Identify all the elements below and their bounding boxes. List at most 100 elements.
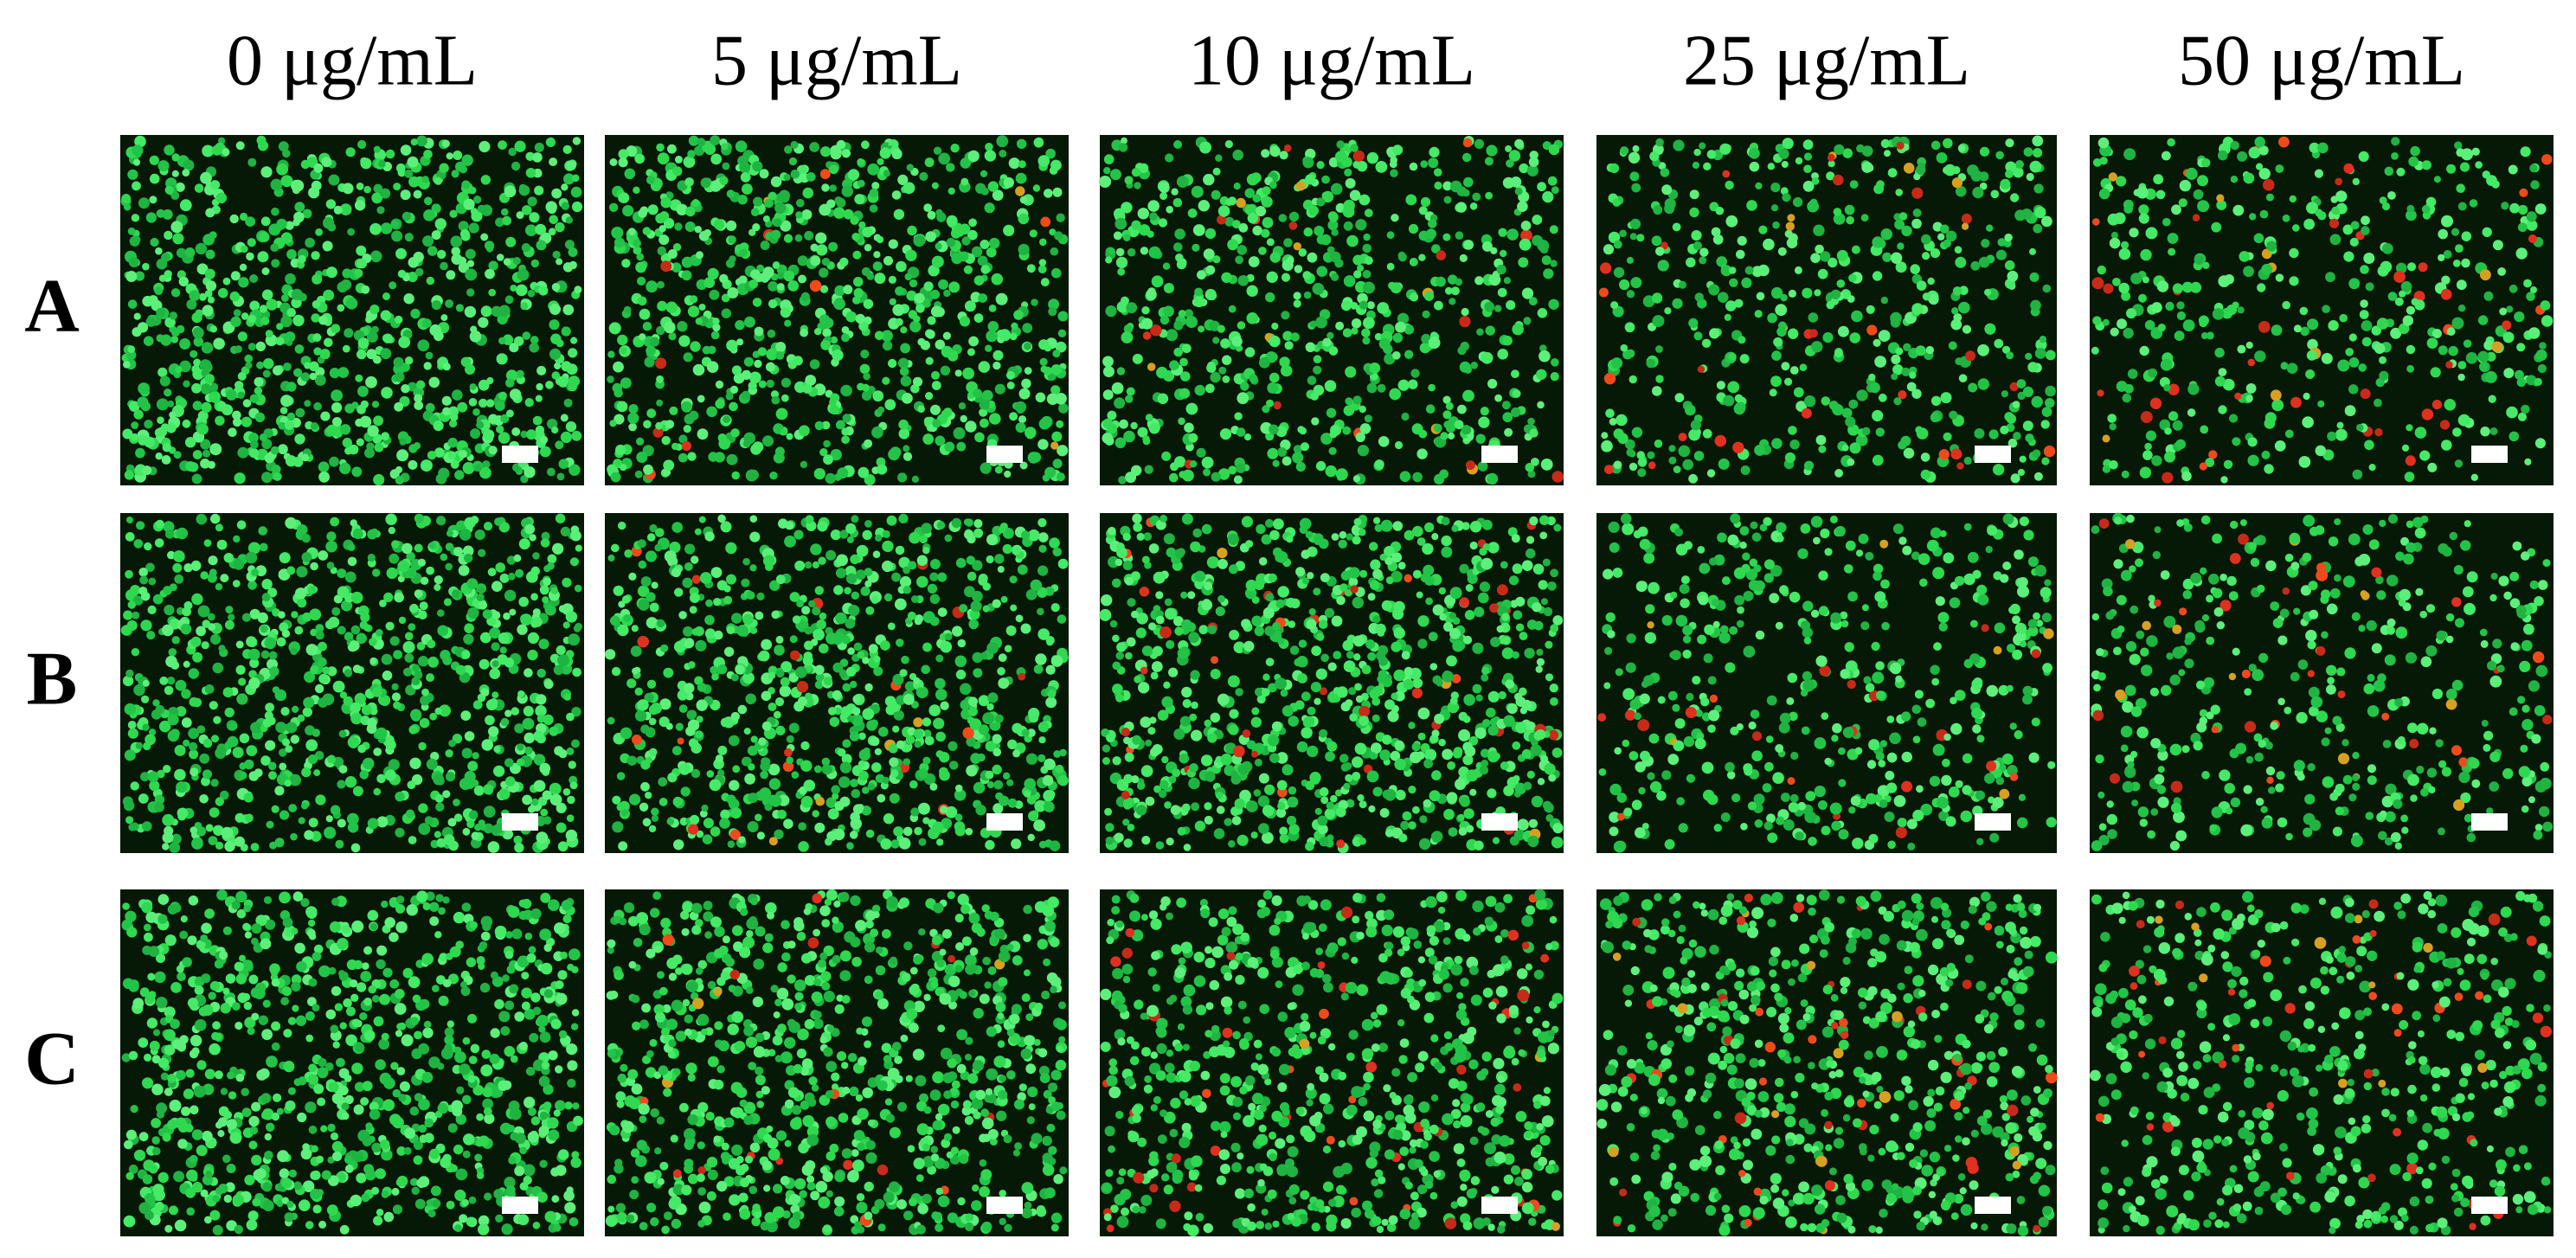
cell <box>1436 276 1446 287</box>
cell <box>1977 343 1989 356</box>
cell <box>1293 445 1302 454</box>
cell <box>2421 408 2434 420</box>
cell <box>2534 203 2547 215</box>
cell <box>2441 215 2453 228</box>
cell <box>999 150 1007 157</box>
cell <box>649 748 658 757</box>
cell <box>655 421 663 430</box>
cell <box>667 144 677 154</box>
micrograph <box>120 135 584 486</box>
cell <box>2406 204 2415 213</box>
cell <box>783 173 791 181</box>
cell <box>562 788 571 796</box>
cell <box>415 267 424 277</box>
cell <box>471 779 479 787</box>
cell <box>1163 283 1174 293</box>
cell <box>1903 447 1915 459</box>
cell <box>1708 284 1720 296</box>
cell <box>1828 257 1838 268</box>
cell <box>230 316 241 327</box>
cell <box>2430 367 2441 378</box>
cell <box>1038 259 1047 266</box>
cell <box>371 325 379 334</box>
cell <box>691 555 699 564</box>
cell <box>2139 466 2152 478</box>
cell <box>964 300 976 312</box>
cell <box>567 795 575 805</box>
cell <box>170 728 180 739</box>
cell <box>2457 361 2467 369</box>
cell <box>380 348 392 360</box>
micrograph <box>120 513 584 853</box>
cell <box>421 688 429 696</box>
cell <box>174 744 186 756</box>
cell <box>657 300 667 311</box>
cell <box>235 640 244 649</box>
cell <box>744 316 755 328</box>
cell <box>359 770 369 780</box>
cell <box>636 253 645 261</box>
cell <box>1431 244 1441 254</box>
cell <box>1217 324 1225 333</box>
cell <box>2360 265 2369 274</box>
cell <box>1719 143 1731 155</box>
cell <box>205 280 217 292</box>
cell <box>254 387 263 395</box>
cell <box>1613 460 1622 470</box>
cell <box>207 613 215 621</box>
cell <box>1343 275 1356 287</box>
cell <box>293 211 305 223</box>
cell <box>726 453 738 465</box>
cell <box>162 813 175 826</box>
cell <box>1629 233 1637 241</box>
cell <box>762 266 774 279</box>
cell <box>719 176 729 185</box>
cell <box>1965 350 1976 362</box>
cell <box>2031 395 2043 408</box>
cell <box>1265 432 1275 441</box>
cell <box>339 203 352 216</box>
cell <box>236 693 248 705</box>
cell <box>359 620 368 630</box>
cell <box>329 456 339 467</box>
cell <box>1366 151 1379 164</box>
cell <box>352 786 363 797</box>
cell <box>1148 422 1160 434</box>
cell <box>1664 198 1676 210</box>
cell <box>488 726 499 737</box>
cell <box>1244 188 1256 198</box>
cell <box>2463 339 2472 349</box>
cell <box>294 202 305 213</box>
cell <box>251 568 260 576</box>
cell <box>967 150 980 163</box>
cell <box>503 612 511 620</box>
cell <box>789 635 798 644</box>
cell <box>2144 442 2152 451</box>
cell <box>2299 306 2309 316</box>
cell <box>325 815 333 823</box>
cell <box>527 649 538 661</box>
cell <box>352 528 363 540</box>
cell <box>2461 258 2470 268</box>
cell <box>1020 623 1031 634</box>
cell <box>1770 375 1782 388</box>
cell <box>1449 298 1456 305</box>
cell <box>850 779 858 787</box>
cell <box>1211 189 1221 200</box>
cell <box>1185 402 1198 415</box>
cell <box>1140 318 1153 330</box>
cell <box>1984 323 1996 335</box>
cell <box>1222 355 1232 365</box>
cell <box>232 747 244 759</box>
cell <box>2264 464 2274 474</box>
cell <box>234 381 244 390</box>
cell <box>123 203 132 211</box>
cell <box>726 574 736 585</box>
cell <box>1847 295 1855 303</box>
cell <box>1770 204 1779 212</box>
cell <box>527 632 540 645</box>
cell <box>927 210 936 220</box>
cell <box>784 319 792 327</box>
cell <box>286 307 297 318</box>
cell <box>539 446 551 458</box>
